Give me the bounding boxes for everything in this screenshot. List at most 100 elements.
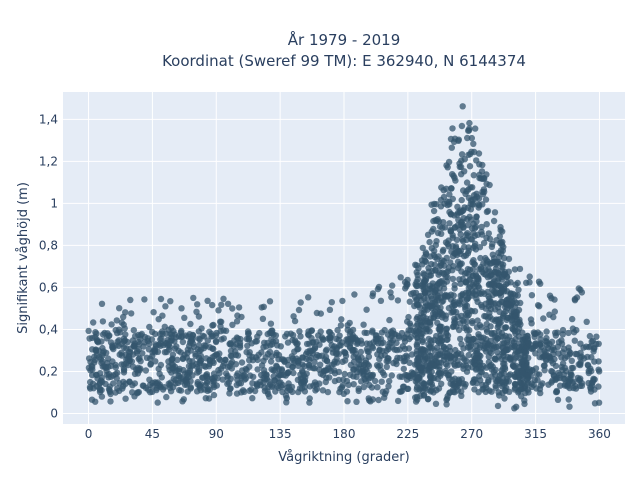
data-point — [550, 372, 557, 379]
data-point — [272, 332, 280, 339]
data-point — [213, 351, 221, 358]
data-point — [449, 386, 457, 393]
data-point — [224, 380, 231, 388]
data-point — [500, 243, 507, 251]
data-point — [291, 348, 298, 355]
data-point — [166, 384, 174, 392]
data-point — [218, 301, 225, 308]
data-point — [495, 320, 502, 327]
data-point — [511, 405, 518, 412]
data-point — [87, 378, 94, 386]
data-point — [116, 305, 123, 312]
data-point — [448, 144, 455, 151]
data-point — [528, 380, 535, 387]
data-point — [313, 385, 321, 393]
data-point — [427, 253, 434, 260]
data-point — [407, 327, 414, 334]
data-point — [565, 329, 572, 337]
data-point — [475, 275, 482, 283]
data-point — [431, 253, 439, 261]
data-point — [136, 367, 143, 374]
data-point — [434, 292, 441, 299]
data-point — [465, 284, 472, 291]
data-point — [462, 311, 469, 318]
data-point — [140, 343, 147, 350]
data-point — [571, 297, 579, 304]
data-point — [500, 333, 507, 341]
data-point — [595, 399, 603, 406]
data-point — [234, 370, 241, 377]
data-point — [528, 292, 536, 299]
data-point — [483, 221, 490, 228]
data-point — [463, 179, 471, 186]
data-point — [428, 201, 435, 208]
data-point — [96, 380, 103, 388]
data-point — [567, 371, 574, 378]
data-point — [488, 243, 496, 251]
data-point — [154, 379, 161, 386]
data-point — [193, 308, 200, 315]
data-point — [371, 377, 379, 385]
data-point — [540, 315, 547, 322]
data-point — [126, 378, 133, 386]
data-point — [533, 370, 541, 378]
data-point — [260, 357, 267, 365]
data-point — [543, 341, 551, 349]
data-point — [436, 323, 444, 330]
data-point — [465, 194, 473, 202]
data-point — [333, 355, 340, 363]
data-point — [251, 387, 259, 395]
data-point — [353, 398, 360, 405]
data-point — [164, 336, 171, 344]
data-point — [551, 308, 558, 315]
data-point — [268, 353, 275, 360]
data-point — [576, 377, 583, 384]
data-point — [461, 156, 468, 163]
data-point — [491, 371, 499, 379]
data-point — [501, 271, 509, 278]
data-point — [227, 347, 235, 355]
data-point — [206, 357, 213, 364]
data-point — [360, 383, 367, 391]
data-point — [489, 251, 496, 258]
data-point — [591, 386, 598, 393]
data-point — [549, 344, 557, 351]
data-point — [374, 351, 381, 358]
data-point — [350, 381, 357, 388]
x-tick-label: 45 — [145, 427, 160, 441]
data-point — [338, 316, 345, 323]
data-point — [266, 329, 274, 336]
data-point — [421, 319, 428, 326]
data-point — [383, 363, 390, 370]
data-point — [149, 328, 156, 336]
data-point — [454, 222, 461, 229]
data-point — [383, 388, 390, 395]
data-point — [142, 367, 150, 374]
data-point — [499, 379, 506, 386]
data-point — [101, 329, 108, 337]
data-point — [569, 315, 576, 323]
data-point — [289, 388, 296, 396]
data-point — [392, 331, 399, 338]
data-point — [306, 399, 313, 406]
data-point — [413, 327, 420, 334]
data-point — [234, 335, 242, 342]
data-point — [406, 335, 413, 343]
data-point — [425, 368, 433, 375]
data-point — [165, 326, 172, 333]
data-point — [483, 256, 490, 264]
data-point — [483, 326, 490, 333]
x-tick-label: 360 — [588, 427, 611, 441]
data-point — [243, 348, 250, 356]
data-point — [492, 356, 499, 363]
data-point — [136, 354, 143, 362]
data-point — [458, 122, 466, 130]
data-point — [475, 389, 482, 396]
data-point — [455, 350, 462, 357]
data-point — [268, 383, 276, 391]
x-tick-label: 90 — [209, 427, 224, 441]
data-point — [253, 380, 261, 387]
data-point — [507, 371, 514, 378]
data-point — [484, 207, 492, 215]
data-point — [364, 368, 371, 375]
